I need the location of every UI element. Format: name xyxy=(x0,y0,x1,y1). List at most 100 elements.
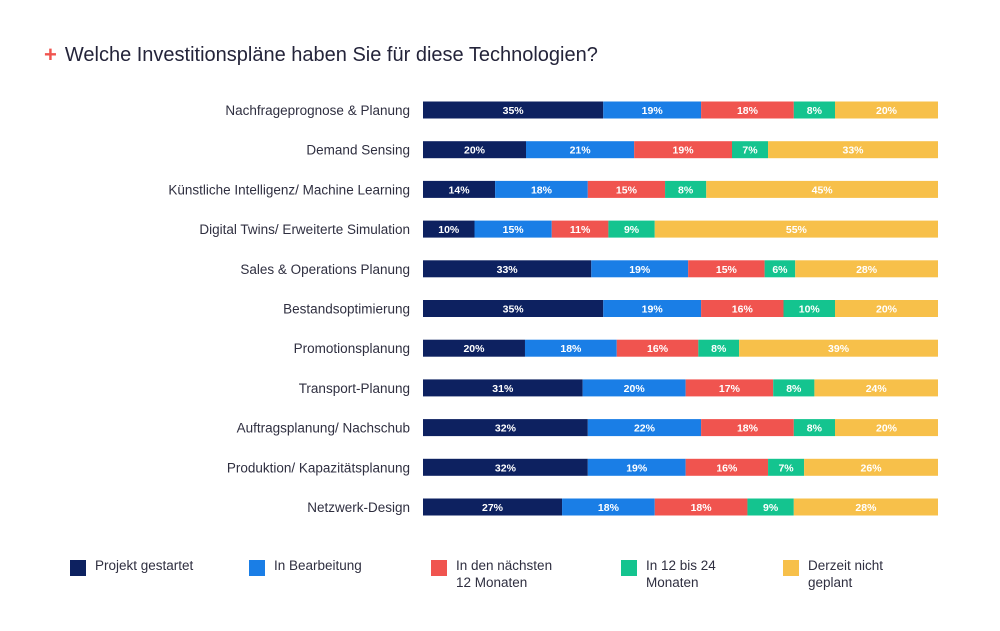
bar-segment xyxy=(739,339,938,357)
bar-segment xyxy=(423,379,583,397)
data-label: 32% xyxy=(495,462,517,474)
legend-swatch xyxy=(431,560,447,576)
bar-segment xyxy=(591,260,689,278)
data-label: 20% xyxy=(464,145,486,157)
bar-segment xyxy=(616,339,699,357)
bar-segment xyxy=(701,300,784,317)
bar-segment xyxy=(423,458,588,476)
data-label: 19% xyxy=(642,304,664,316)
data-label: 9% xyxy=(763,502,779,514)
bar-segment xyxy=(793,498,938,516)
data-label: 19% xyxy=(642,105,664,117)
data-label: 8% xyxy=(678,184,694,196)
data-label: 8% xyxy=(807,105,823,117)
bar-segment xyxy=(608,220,655,238)
bar-segment xyxy=(747,498,794,516)
bar-segment xyxy=(423,141,526,159)
data-label: 39% xyxy=(828,343,850,355)
bar-segment xyxy=(587,458,686,476)
legend-label: Projekt gestartet xyxy=(95,558,194,573)
bar-segment xyxy=(423,339,525,357)
bar-segment xyxy=(783,300,835,317)
bar-segment xyxy=(524,339,617,357)
legend-item: Projekt gestartet xyxy=(70,557,193,576)
data-label: 19% xyxy=(673,145,695,157)
data-label: 15% xyxy=(503,224,525,236)
data-label: 27% xyxy=(482,502,504,514)
bar-segment xyxy=(835,419,938,437)
data-label: 19% xyxy=(629,264,651,276)
data-label: 14% xyxy=(449,184,471,196)
category-label: Sales & Operations Planung xyxy=(240,262,410,277)
category-label: Promotionsplanung xyxy=(294,341,410,356)
data-label: 16% xyxy=(647,343,669,355)
bar-segment xyxy=(634,141,732,159)
bar-segment xyxy=(562,498,655,516)
data-label: 10% xyxy=(799,304,821,316)
data-label: 35% xyxy=(503,105,525,117)
title-plus-marker: + xyxy=(44,42,57,67)
data-label: 9% xyxy=(624,224,640,236)
data-label: 31% xyxy=(492,383,514,395)
bar-segment xyxy=(551,220,609,238)
bar-segment xyxy=(423,260,592,278)
legend-swatch xyxy=(783,560,799,576)
legend-swatch xyxy=(249,560,265,576)
data-label: 7% xyxy=(742,145,758,157)
bar-segment xyxy=(526,141,635,159)
data-label: 20% xyxy=(876,304,898,316)
data-label: 17% xyxy=(719,383,741,395)
bar-segment xyxy=(423,498,563,516)
data-label: 16% xyxy=(716,462,738,474)
bar-segment xyxy=(701,101,794,119)
bar-segment xyxy=(793,419,835,437)
data-label: 20% xyxy=(876,105,898,117)
data-label: 32% xyxy=(495,423,517,435)
bar-segment xyxy=(654,220,938,238)
data-label: 55% xyxy=(786,224,808,236)
data-label: 20% xyxy=(463,343,485,355)
bar-segment xyxy=(423,419,588,437)
data-label: 18% xyxy=(531,184,553,196)
category-label: Transport-Planung xyxy=(299,381,410,396)
bar-segment xyxy=(603,101,702,119)
data-label: 19% xyxy=(626,462,648,474)
bar-segment xyxy=(835,101,938,119)
data-label: 18% xyxy=(737,423,759,435)
bar-segment xyxy=(603,300,702,317)
legend-label: In den nächsten 12 Monaten xyxy=(456,558,553,590)
bar-segment xyxy=(423,180,496,198)
bar-segment xyxy=(804,458,938,476)
data-label: 8% xyxy=(786,383,802,395)
data-label: 18% xyxy=(737,105,759,117)
category-label: Produktion/ Kapazitätsplanung xyxy=(227,460,410,475)
legend-label: Derzeit nicht geplant xyxy=(808,558,884,590)
legend-item: In den nächsten 12 Monaten xyxy=(431,557,552,591)
legend-label: In Bearbeitung xyxy=(274,558,362,573)
data-label: 24% xyxy=(866,383,888,395)
data-label: 22% xyxy=(634,423,656,435)
legend-item: In Bearbeitung xyxy=(249,557,362,576)
title-text: Welche Investitionspläne haben Sie für d… xyxy=(64,43,598,66)
bar-segment xyxy=(732,141,769,159)
data-label: 15% xyxy=(616,184,638,196)
bar-segment xyxy=(768,141,938,159)
bar-segment xyxy=(474,220,552,238)
data-label: 33% xyxy=(497,264,519,276)
data-label: 33% xyxy=(843,145,865,157)
data-label: 8% xyxy=(711,343,727,355)
data-label: 28% xyxy=(856,264,878,276)
data-label: 15% xyxy=(716,264,738,276)
bar-segment xyxy=(688,260,765,278)
bar-segment xyxy=(701,419,794,437)
legend-item: In 12 bis 24 Monaten xyxy=(621,557,716,591)
data-label: 35% xyxy=(503,304,525,316)
bar-segment xyxy=(495,180,588,198)
chart-title: + Welche Investitionspläne haben Sie für… xyxy=(44,40,598,70)
bar-segment xyxy=(773,379,815,397)
legend: Projekt gestartet In Bearbeitung In den nä… xyxy=(70,557,970,607)
bar-segment xyxy=(835,300,938,317)
bar-segment xyxy=(582,379,686,397)
category-label: Künstliche Intelligenz/ Machine Learning xyxy=(168,182,410,197)
data-label: 18% xyxy=(598,502,620,514)
